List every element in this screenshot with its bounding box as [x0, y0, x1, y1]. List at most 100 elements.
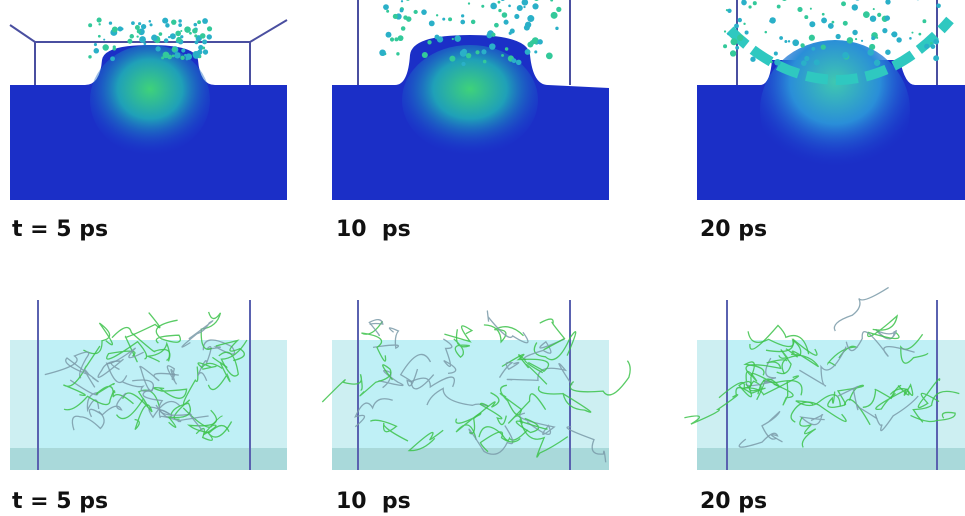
- decoration: [170, 33, 176, 39]
- decoration: [200, 33, 206, 39]
- decoration: [867, 49, 874, 56]
- decoration: [896, 37, 901, 42]
- decoration: [189, 32, 192, 35]
- decoration: [877, 13, 881, 17]
- decoration: [103, 39, 105, 41]
- decoration: [891, 31, 897, 37]
- decoration: [852, 4, 858, 10]
- decoration: [174, 52, 180, 58]
- decoration: [514, 14, 519, 19]
- decoration: [449, 56, 455, 62]
- decoration: [810, 8, 812, 10]
- decoration: [811, 47, 815, 51]
- decoration: [885, 0, 890, 5]
- decoration: [490, 3, 497, 10]
- decoration: [870, 15, 876, 21]
- decoration: [555, 27, 558, 30]
- decoration: [466, 53, 471, 58]
- decoration: [508, 5, 511, 8]
- decoration: [192, 28, 197, 33]
- decoration: [481, 49, 486, 54]
- decoration: [455, 35, 461, 41]
- decoration: [804, 56, 809, 61]
- decoration: [452, 38, 454, 40]
- decoration: [931, 44, 936, 49]
- decoration: [753, 1, 757, 5]
- decoration: [460, 50, 467, 57]
- decoration: [161, 56, 164, 59]
- decoration: [512, 58, 517, 63]
- decoration: [481, 5, 484, 8]
- decoration: [527, 42, 533, 48]
- figure-canvas: t = 5 ps 10 ps 20 ps t = 5 ps 10 ps 20 p…: [0, 0, 965, 516]
- decoration: [863, 11, 870, 18]
- decoration: [502, 12, 508, 18]
- decoration: [398, 35, 404, 41]
- decoration: [406, 0, 410, 1]
- decoration: [792, 39, 799, 46]
- decoration: [822, 13, 825, 16]
- decoration: [172, 47, 177, 52]
- decoration: [788, 40, 790, 42]
- decoration: [151, 35, 157, 41]
- decoration: [164, 38, 169, 43]
- decoration: [98, 23, 100, 25]
- decoration: [178, 23, 182, 27]
- decoration: [393, 14, 398, 19]
- decoration: [911, 32, 913, 34]
- decoration: [516, 60, 522, 66]
- decoration: [724, 30, 726, 32]
- decoration: [525, 49, 531, 55]
- decoration: [770, 61, 772, 63]
- decoration: [490, 44, 493, 47]
- decoration: [842, 52, 849, 59]
- decoration: [534, 50, 537, 53]
- decoration: [501, 54, 504, 57]
- decoration: [847, 37, 853, 43]
- decoration: [885, 49, 891, 55]
- decoration: [735, 46, 739, 50]
- decoration: [136, 36, 138, 38]
- decoration: [855, 38, 857, 40]
- decoration: [436, 14, 438, 16]
- decoration: [138, 22, 141, 25]
- decoration: [489, 43, 495, 49]
- decoration: [386, 10, 389, 13]
- decoration: [383, 4, 389, 10]
- decoration: [475, 50, 479, 54]
- decoration: [821, 44, 826, 49]
- top-panel-3: [697, 0, 965, 200]
- decoration: [437, 36, 443, 42]
- decoration: [801, 60, 807, 66]
- decoration: [401, 26, 406, 31]
- decoration: [800, 43, 804, 47]
- decoration: [379, 49, 386, 56]
- decoration: [918, 33, 921, 36]
- decoration: [494, 23, 499, 28]
- decoration: [546, 52, 553, 59]
- decoration: [180, 35, 183, 38]
- decoration: [556, 7, 561, 12]
- decoration: [809, 35, 815, 41]
- decoration: [175, 31, 181, 37]
- decoration: [186, 58, 189, 61]
- decoration: [139, 36, 146, 43]
- decoration: [414, 10, 418, 14]
- decoration: [922, 19, 926, 23]
- decoration: [429, 20, 435, 26]
- decoration: [745, 31, 749, 35]
- decoration: [194, 23, 198, 27]
- decoration: [113, 45, 116, 48]
- decoration: [88, 23, 92, 27]
- decoration: [774, 52, 778, 56]
- decoration: [180, 30, 182, 32]
- decoration: [406, 16, 411, 21]
- decoration: [750, 57, 755, 62]
- decoration: [836, 34, 841, 39]
- decoration: [172, 54, 175, 57]
- figure: t = 5 ps 10 ps 20 ps t = 5 ps 10 ps 20 p…: [0, 0, 965, 516]
- decoration: [486, 33, 492, 39]
- decoration: [461, 14, 464, 17]
- decoration: [781, 0, 787, 1]
- decoration: [491, 33, 495, 37]
